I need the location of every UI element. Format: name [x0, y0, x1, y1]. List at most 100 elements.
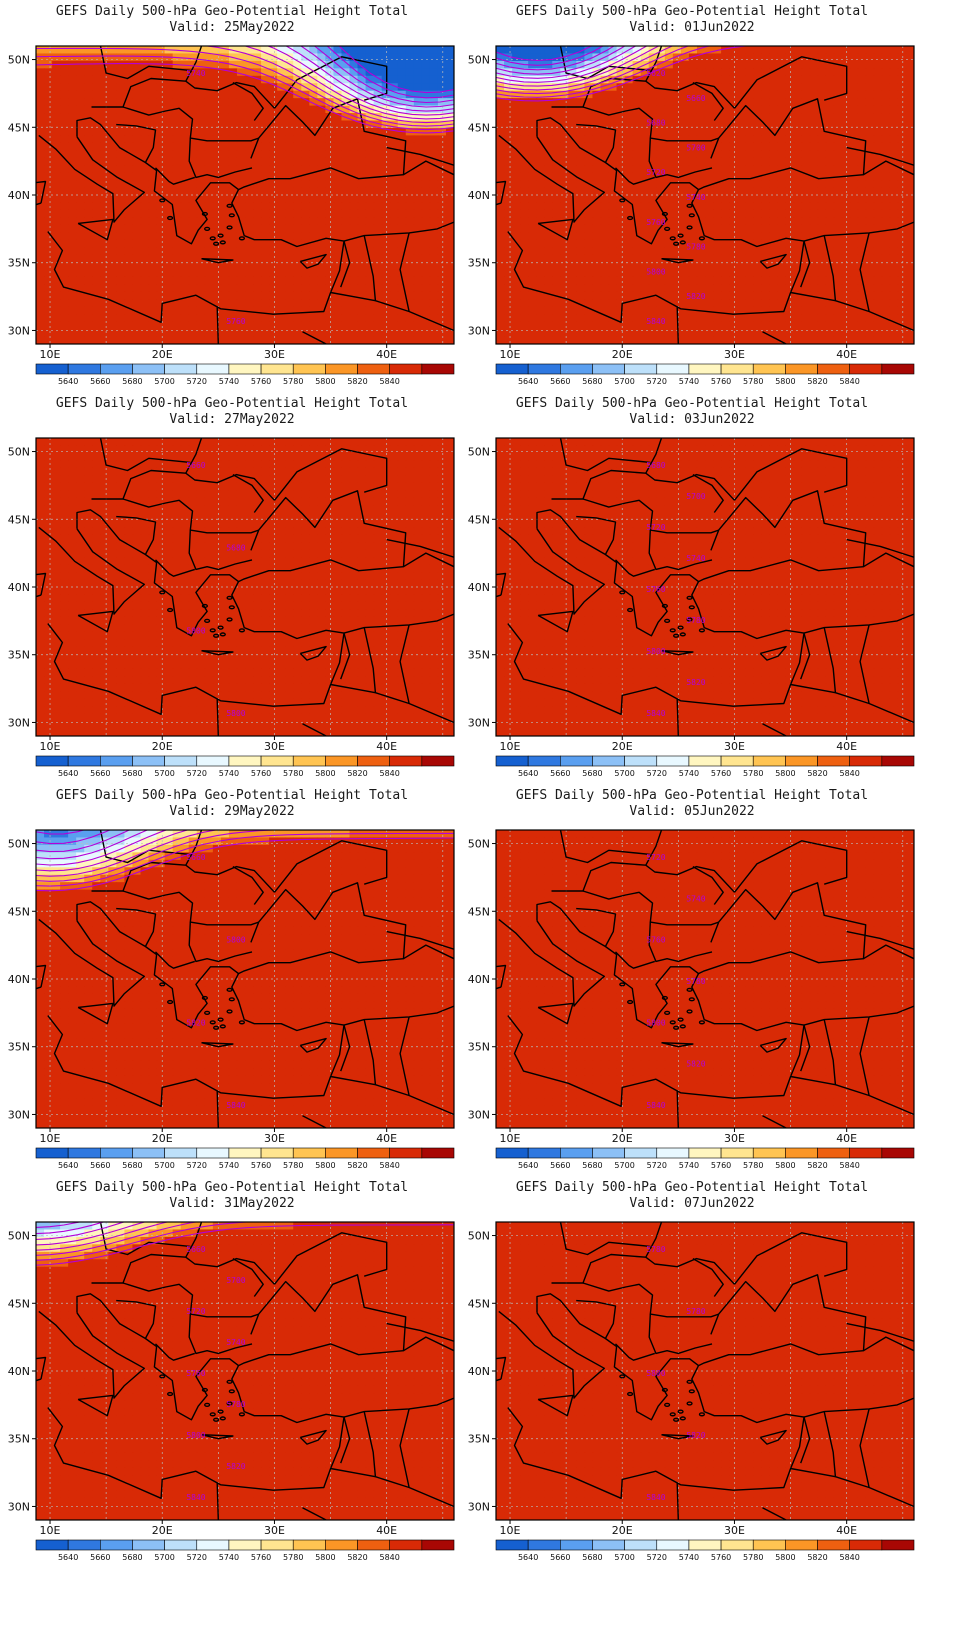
lat-tick-label: 50N [468, 1230, 490, 1243]
lon-tick-label: 10E [500, 1132, 521, 1145]
contour-label: 5820 [686, 292, 705, 301]
contour-labels: 5680 5700 5720 5740 5760 5780 5800 5820 5840 [646, 461, 705, 718]
contour-label: 5620 [646, 69, 665, 78]
map-canvas: 5680 5700 5720 5740 5760 5780 5800 5820 5840 50N 4… [468, 437, 915, 778]
colorbar: 5640 5660 5680 5700 5720 5740 5760 5780 5800 5820… [495, 755, 915, 778]
lat-tick-label: 40N [8, 973, 30, 986]
lon-tick-label: 20E [612, 1524, 633, 1537]
contour-label: 5820 [686, 1060, 705, 1069]
colorbar-label: 5740 [679, 769, 699, 778]
valid-date: Valid: 27May2022 [169, 412, 295, 427]
contour-label: 5760 [646, 585, 665, 594]
contour-label: 5800 [186, 626, 205, 635]
height-field [496, 438, 914, 736]
coastlines [496, 438, 914, 736]
coastlines [36, 46, 454, 344]
coastlines [496, 830, 914, 1128]
colorbar-label: 5760 [711, 1553, 731, 1562]
colorbar-label: 5780 [283, 1161, 303, 1170]
lat-tick-label: 50N [8, 838, 30, 851]
colorbar-label: 5820 [807, 769, 827, 778]
coastlines [36, 438, 454, 736]
colorbar-label: 5660 [90, 1553, 110, 1562]
colorbar-label: 5840 [840, 769, 860, 778]
lat-tick-label: 35N [468, 649, 490, 662]
height-contours [496, 46, 751, 102]
contour-label: 5740 [686, 554, 705, 563]
colorbar-label: 5800 [775, 1161, 795, 1170]
height-field [36, 438, 454, 736]
lat-tick-label: 45N [8, 1297, 30, 1310]
colorbar-label: 5660 [90, 1161, 110, 1170]
contour-label: 5740 [686, 894, 705, 903]
valid-date: Valid: 25May2022 [169, 20, 295, 35]
colorbar-label: 5720 [647, 769, 667, 778]
lat-tick-label: 35N [468, 1433, 490, 1446]
contour-label: 5760 [186, 1369, 205, 1378]
colorbar-label: 5760 [251, 377, 271, 386]
colorbar-label: 5700 [154, 769, 174, 778]
contour-label: 5700 [226, 1276, 245, 1285]
contour-label: 5780 [226, 1400, 245, 1409]
contour-label: 5840 [646, 317, 665, 326]
contour-labels: 5660 5680 5800 5800 [186, 461, 245, 718]
lon-tick-label: 30E [724, 1524, 745, 1537]
map-canvas: 5720 5740 5760 5780 5800 5820 5840 50N 45N 40N 35N… [468, 829, 915, 1170]
contour-label: 5800 [646, 1369, 665, 1378]
lat-tick-label: 50N [468, 446, 490, 459]
panel-title: GEFS Daily 500-hPa Geo-Potential Height … [515, 788, 869, 803]
colorbar-label: 5700 [614, 1161, 634, 1170]
map-panel: GEFS Daily 500-hPa Geo-Potential Height … [0, 1176, 464, 1568]
lon-tick-label: 30E [724, 348, 745, 361]
colorbar-label: 5740 [219, 769, 239, 778]
contour-labels: 5780 5780 5800 5820 5840 [646, 1245, 705, 1502]
contour-label: 5680 [646, 119, 665, 128]
lat-tick-label: 30N [468, 1500, 490, 1513]
colorbar-label: 5820 [347, 1553, 367, 1562]
lon-tick-label: 10E [40, 1524, 61, 1537]
lat-tick-label: 45N [468, 513, 490, 526]
lon-tick-label: 40E [836, 1132, 857, 1145]
contour-labels: 5660 5800 5820 5840 [186, 853, 245, 1110]
contour-label: 5740 [226, 1338, 245, 1347]
lon-tick-label: 20E [152, 740, 173, 753]
lon-tick-label: 40E [836, 1524, 857, 1537]
lat-tick-label: 50N [468, 838, 490, 851]
contour-label: 5660 [186, 461, 205, 470]
height-field [36, 46, 454, 344]
panel-title: GEFS Daily 500-hPa Geo-Potential Height … [515, 1180, 869, 1195]
colorbar-label: 5640 [518, 769, 538, 778]
colorbar-label: 5640 [58, 1161, 78, 1170]
contour-label: 5820 [686, 678, 705, 687]
colorbar-label: 5660 [90, 377, 110, 386]
contour-label: 5740 [686, 193, 705, 202]
colorbar-label: 5720 [187, 769, 207, 778]
lat-tick-label: 30N [8, 716, 30, 729]
colorbar-label: 5680 [582, 1161, 602, 1170]
contour-label: 5840 [226, 1101, 245, 1110]
panel-title: GEFS Daily 500-hPa Geo-Potential Height … [55, 788, 409, 803]
colorbar-label: 5660 [550, 377, 570, 386]
coastlines [36, 1222, 454, 1520]
contour-label: 5760 [646, 936, 665, 945]
colorbar-label: 5820 [347, 1161, 367, 1170]
coastlines [496, 1222, 914, 1520]
colorbar-label: 5840 [380, 377, 400, 386]
height-field [496, 46, 914, 344]
colorbar-label: 5640 [518, 1161, 538, 1170]
lon-tick-label: 30E [264, 1524, 285, 1537]
valid-date: Valid: 29May2022 [169, 804, 295, 819]
contour-labels: 5660 5700 5720 5740 5760 5780 5800 5820 5840 [186, 1245, 245, 1502]
height-field [36, 1222, 454, 1520]
contour-label: 5780 [686, 1307, 705, 1316]
lon-tick-label: 10E [40, 348, 61, 361]
map-panel: GEFS Daily 500-hPa Geo-Potential Height … [460, 392, 924, 784]
lon-tick-label: 20E [612, 740, 633, 753]
colorbar-label: 5720 [647, 1553, 667, 1562]
colorbar-label: 5800 [775, 1553, 795, 1562]
colorbar-label: 5780 [743, 1161, 763, 1170]
lat-tick-label: 35N [8, 1433, 30, 1446]
lat-tick-label: 50N [8, 54, 30, 67]
lon-tick-label: 30E [724, 1132, 745, 1145]
panel-title: GEFS Daily 500-hPa Geo-Potential Height … [515, 396, 869, 411]
